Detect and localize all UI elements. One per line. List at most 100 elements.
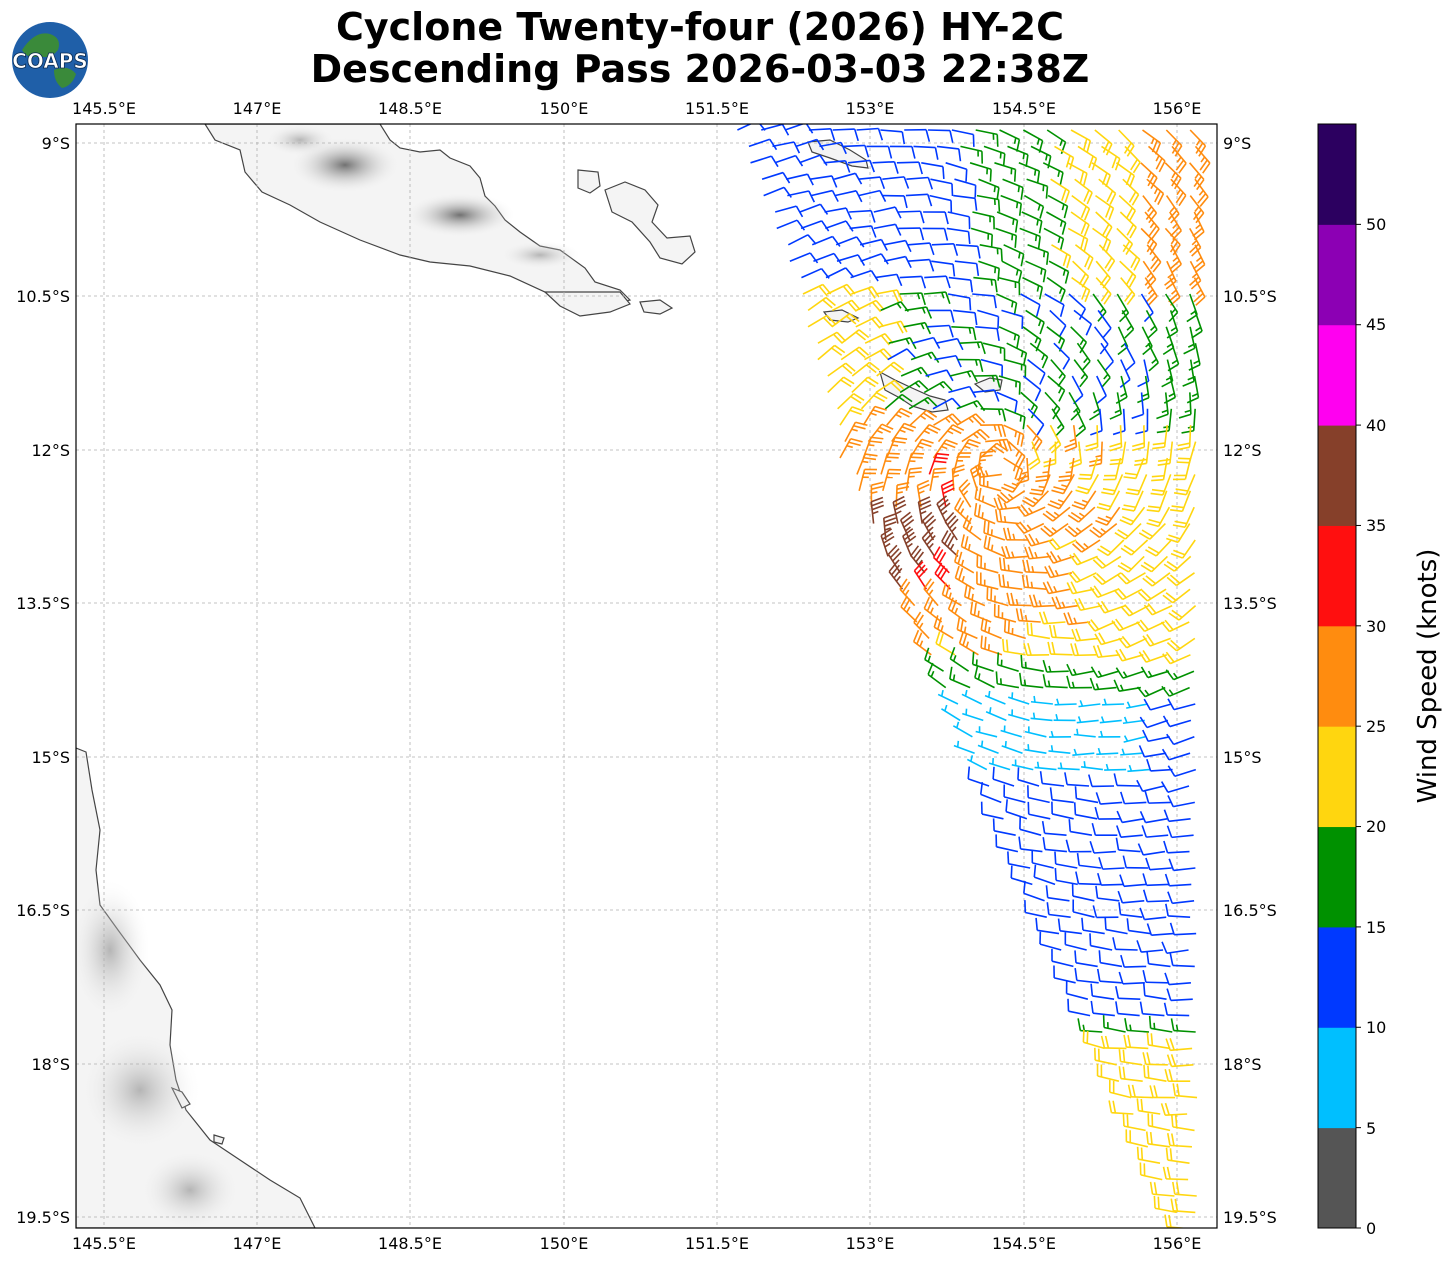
wind-barb <box>977 740 999 754</box>
wind-barb <box>1078 457 1098 480</box>
wind-barb <box>1051 244 1072 269</box>
lon-label-top: 154.5°E <box>992 99 1056 118</box>
wind-barb <box>1118 195 1136 222</box>
wind-barb <box>1122 178 1140 206</box>
wind-barb <box>1112 408 1126 436</box>
wind-barb <box>1035 917 1060 935</box>
lat-label-left: 18°S <box>31 1055 70 1074</box>
wind-barb <box>1166 733 1195 746</box>
wind-barb <box>995 671 1020 689</box>
wind-barb <box>995 227 1018 248</box>
wind-barb <box>1075 474 1100 495</box>
wind-barb <box>776 219 806 231</box>
wind-barb <box>1194 145 1211 174</box>
wind-barb <box>1147 145 1166 173</box>
wind-barb <box>928 129 954 143</box>
wind-barb <box>1117 890 1145 904</box>
wind-barb <box>1160 619 1190 633</box>
lat-label-right: 19.5°S <box>1223 1208 1277 1227</box>
wind-barb <box>1044 391 1061 420</box>
wind-barb <box>858 176 886 190</box>
wind-barb <box>1066 581 1095 595</box>
wind-barb <box>953 194 978 211</box>
wind-barb <box>842 144 870 158</box>
wind-barb <box>1104 763 1127 771</box>
wind-barb <box>1063 612 1091 626</box>
wind-barb <box>1089 933 1113 951</box>
wind-barb <box>1030 712 1053 722</box>
wind-barb <box>1189 195 1205 224</box>
wind-barb <box>1058 457 1075 482</box>
wind-barb <box>957 358 984 372</box>
wind-barb <box>1142 195 1158 224</box>
wind-barb <box>1163 1002 1190 1017</box>
wind-barb <box>1138 650 1168 663</box>
wind-barb <box>969 162 992 182</box>
terrain-shading <box>76 124 580 1228</box>
wind-barb <box>1086 619 1116 632</box>
lon-label-bottom: 148.5°E <box>378 1234 442 1253</box>
wind-barb <box>1193 277 1206 306</box>
wind-barb <box>880 129 906 145</box>
wind-barb <box>929 194 953 213</box>
wind-barb <box>1116 810 1144 824</box>
wind-barb <box>986 587 1009 607</box>
wind-barb <box>1132 425 1146 452</box>
wind-barb <box>1007 145 1029 168</box>
wind-barb <box>1031 850 1054 869</box>
wind-barb <box>1146 178 1165 206</box>
wind-barb <box>1116 293 1130 323</box>
wind-barb <box>1027 358 1046 385</box>
wind-barb <box>969 601 992 623</box>
wind-barb <box>1160 781 1190 793</box>
wind-barb <box>949 646 970 672</box>
lat-label-left: 10.5°S <box>16 287 70 306</box>
wind-barb <box>1022 375 1042 402</box>
wind-barb <box>1140 227 1158 256</box>
wind-barb <box>904 452 925 475</box>
wind-barb <box>1139 716 1169 729</box>
wind-barb <box>1103 457 1122 481</box>
wind-barb <box>1090 1000 1115 1017</box>
wind-barb <box>834 172 863 185</box>
wind-barb <box>913 611 930 639</box>
wind-barb <box>1021 574 1047 590</box>
wind-barb <box>763 186 792 198</box>
lat-label-left: 16.5°S <box>16 901 70 920</box>
wind-barb <box>1000 725 1022 738</box>
wind-barb <box>949 370 978 383</box>
wind-barb <box>953 309 978 326</box>
wind-barb <box>923 596 943 623</box>
wind-barb <box>1189 129 1207 157</box>
wind-barb <box>903 321 932 335</box>
wind-barb <box>1035 457 1052 483</box>
colorbar-tick: 50 <box>1366 215 1386 234</box>
wind-barb <box>1020 293 1041 317</box>
wind-barb <box>1051 801 1074 820</box>
colorbar-tick: 10 <box>1366 1018 1386 1037</box>
wind-barb <box>1146 951 1171 968</box>
wind-barb <box>817 344 846 361</box>
wind-barb <box>1127 764 1150 773</box>
wind-barb <box>795 138 825 151</box>
wind-barb <box>931 243 959 256</box>
wind-barb <box>928 452 950 475</box>
lon-label-bottom: 154.5°E <box>992 1234 1056 1253</box>
wind-barb <box>1122 716 1145 725</box>
wind-barb <box>1049 730 1072 738</box>
wind-barb <box>1089 585 1119 599</box>
wind-barb <box>1001 545 1028 559</box>
wind-barb <box>1167 891 1195 905</box>
wind-barb <box>993 603 1017 623</box>
wind-barb <box>1025 309 1045 335</box>
wind-barb <box>1171 145 1187 174</box>
wind-barb <box>1162 651 1191 665</box>
wind-barb <box>1054 851 1078 869</box>
wind-barb <box>1118 129 1135 157</box>
wind-barb <box>1005 799 1028 820</box>
wind-barb <box>1016 504 1046 517</box>
wind-barb <box>972 293 997 309</box>
wind-barb <box>1192 244 1206 274</box>
wind-barb <box>1097 872 1124 886</box>
wind-barb <box>923 380 953 394</box>
